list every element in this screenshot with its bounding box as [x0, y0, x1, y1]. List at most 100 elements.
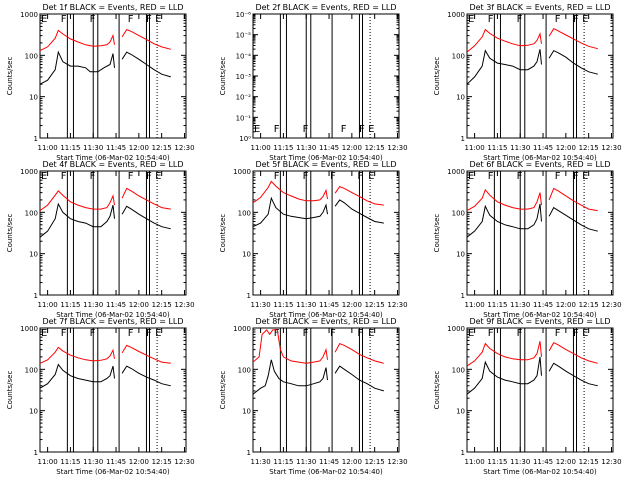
x-tick-label: 12:00 [342, 144, 362, 152]
series-lld-line [39, 346, 115, 364]
y-axis-label: Counts/sec [433, 214, 441, 253]
series-events-line [466, 49, 542, 85]
x-tick-label: 11:15 [273, 458, 293, 466]
series-events-line [252, 196, 328, 228]
flag-label: F [303, 171, 309, 182]
x-axis-label: Start Time (06-Mar-02 10:54:40) [56, 154, 170, 162]
y-tick-label: 10⁰ [239, 135, 251, 143]
x-tick-label: 11:45 [319, 458, 339, 466]
x-tick-label: 11:30 [83, 301, 103, 309]
flag-label: E [254, 124, 260, 135]
panel-det-9: Det 9f BLACK = Events, RED = LLD 1 10 100 10… [433, 317, 622, 476]
flag-label: E [582, 171, 588, 182]
series-lld-line [39, 190, 115, 212]
plot-frame [466, 327, 614, 453]
y-axis-label: Counts/sec [433, 371, 441, 410]
x-tick-label: 12:30 [601, 458, 621, 466]
flag-label: F [357, 328, 363, 339]
plot-frame [252, 327, 400, 453]
x-tick-label: 11:45 [533, 144, 553, 152]
y-tick-label: 1 [34, 135, 38, 143]
y-axis-label: Counts/sec [219, 57, 227, 96]
series-lld-line [548, 187, 598, 212]
x-tick-label: 11:00 [465, 144, 485, 152]
flag-label: F [128, 14, 134, 25]
x-tick-label: 12:30 [387, 301, 407, 309]
flag-label: F [359, 124, 365, 135]
x-tick-label: 12:30 [387, 458, 407, 466]
panel-det-1: Det 1f BLACK = Events, RED = LLD 1 10 100 10… [6, 3, 195, 162]
x-tick-label: 11:45 [533, 458, 553, 466]
x-axis-label: Start Time (06-Mar-02 10:54:40) [56, 311, 170, 319]
flag-label: F [488, 171, 494, 182]
panel-det-7: Det 7f BLACK = Events, RED = LLD 1 10 100 10… [6, 317, 195, 476]
x-tick-label: 11:00 [465, 301, 485, 309]
series-lld-line [252, 180, 328, 204]
x-tick-label: 11:45 [533, 301, 553, 309]
x-tick-label: 11:30 [510, 301, 530, 309]
y-tick-label: 1000 [20, 325, 38, 333]
series-events-line [39, 50, 115, 85]
y-tick-label: 1 [461, 135, 465, 143]
x-tick-label: 12:30 [174, 458, 194, 466]
flag-label: F [555, 14, 561, 25]
plot-frame [39, 170, 187, 296]
flag-label: F [128, 171, 134, 182]
flag-label: F [555, 171, 561, 182]
x-tick-label: 11:30 [510, 458, 530, 466]
flag-label: F [573, 171, 579, 182]
panel-det-4: Det 4f BLACK = Events, RED = LLD 1 10 100 10… [6, 160, 195, 319]
x-tick-label: 12:00 [556, 144, 576, 152]
y-tick-label: 1000 [20, 11, 38, 19]
series-lld-line [121, 187, 171, 210]
x-tick-label: 11:00 [465, 458, 485, 466]
x-tick-label: 11:30 [83, 144, 103, 152]
y-tick-label: 10 [29, 251, 38, 259]
y-tick-label: 10 [29, 94, 38, 102]
flag-label: E [155, 328, 161, 339]
series-lld-line [466, 28, 542, 53]
series-lld-line [121, 344, 171, 364]
x-tick-label: 11:15 [487, 458, 507, 466]
x-tick-label: 11:00 [38, 301, 58, 309]
flag-label: F [303, 124, 309, 135]
y-tick-label: 1000 [233, 325, 251, 333]
flag-label: E [41, 328, 47, 339]
flag-label: F [517, 171, 523, 182]
panel-det-8: Det 8f BLACK = Events, RED = LLD 1 10 100 10… [219, 317, 408, 476]
x-tick-label: 12:00 [129, 301, 149, 309]
y-tick-label: 100 [452, 209, 465, 217]
flag-label: E [468, 328, 474, 339]
series-events-line [121, 365, 171, 387]
plot-frame [466, 170, 614, 296]
x-tick-label: 12:15 [579, 144, 599, 152]
x-tick-label: 12:15 [152, 458, 172, 466]
x-tick-label: 12:30 [601, 144, 621, 152]
y-tick-label: 100 [238, 209, 251, 217]
x-tick-label: 11:15 [60, 301, 80, 309]
y-tick-label: 10 [29, 408, 38, 416]
panel-title: Det 4f BLACK = Events, RED = LLD [42, 160, 183, 169]
y-axis-label: Counts/sec [433, 57, 441, 96]
x-tick-label: 12:15 [579, 458, 599, 466]
series-events-line [466, 203, 542, 238]
flag-label: E [468, 14, 474, 25]
y-tick-label: 1 [34, 449, 38, 457]
y-tick-label: 1000 [447, 11, 465, 19]
flag-label: E [41, 171, 47, 182]
x-tick-label: 11:15 [60, 458, 80, 466]
x-tick-label: 11:15 [487, 301, 507, 309]
x-tick-label: 11:30 [296, 301, 316, 309]
flag-label: F [517, 14, 523, 25]
y-tick-label: 100 [25, 52, 38, 60]
x-axis-label: Start Time (06-Mar-02 10:54:40) [483, 154, 597, 162]
series-lld-line [121, 28, 171, 50]
flag-label: E [368, 124, 374, 135]
x-tick-label: 11:45 [319, 144, 339, 152]
x-axis-label: Start Time (06-Mar-02 10:54:40) [483, 311, 597, 319]
x-tick-label: 12:15 [365, 144, 385, 152]
series-events-line [334, 365, 384, 392]
flag-label: F [90, 171, 96, 182]
flag-label: F [517, 328, 523, 339]
